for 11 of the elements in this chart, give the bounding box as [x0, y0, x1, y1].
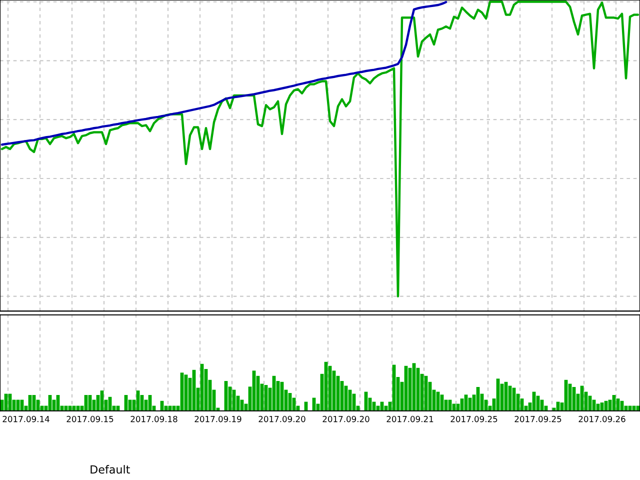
- x-tick-label: 2017.09.25: [514, 416, 562, 422]
- x-tick-label: 2017.09.25: [450, 416, 498, 422]
- x-tick-label: 2017.09.19: [194, 416, 242, 422]
- x-tick-label: 2017.09.21: [386, 416, 434, 422]
- text: Default: [90, 465, 130, 474]
- x-tick-label: 2017.09.15: [66, 416, 114, 422]
- x-tick-label: 2017.09.20: [258, 416, 306, 422]
- x-tick-label: 2017.09.26: [578, 416, 626, 422]
- x-tick-label: 2017.09.18: [130, 416, 178, 422]
- x-tick-label: 2017.09.20: [322, 416, 370, 422]
- x-tick-label: 2017.09.14: [2, 416, 50, 422]
